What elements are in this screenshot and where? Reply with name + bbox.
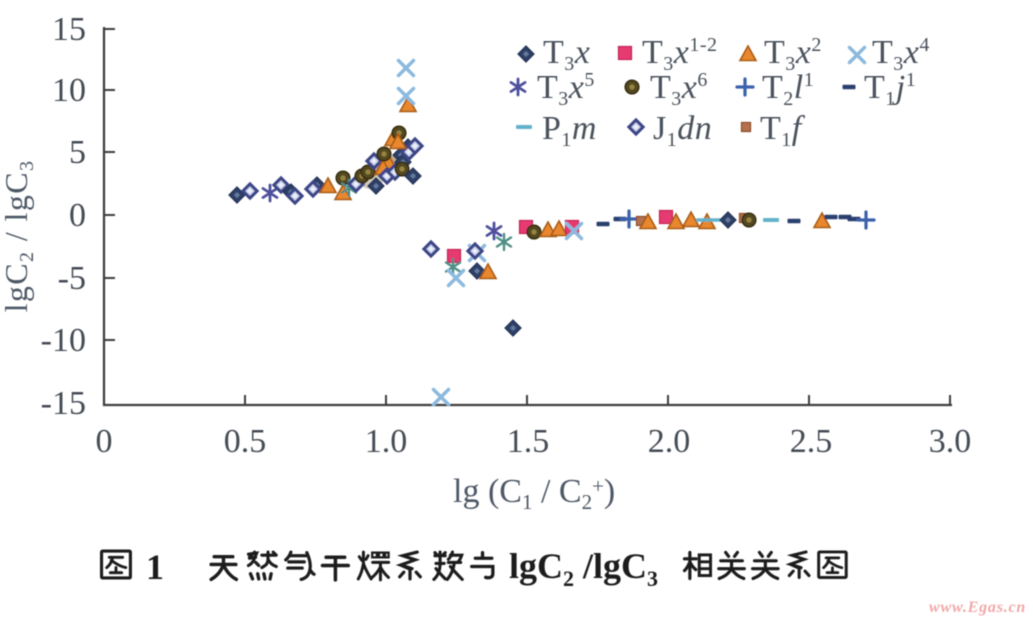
svg-text:lgC2 / lgC3: lgC2 / lgC3 (0, 160, 38, 313)
svg-text:J1dn: J1dn (653, 110, 712, 151)
svg-text:10: 10 (52, 72, 86, 109)
svg-text:1.0: 1.0 (365, 423, 408, 460)
svg-text:www.Egas.cn: www.Egas.cn (929, 599, 1026, 616)
svg-text:-15: -15 (41, 385, 86, 422)
svg-text:P1m: P1m (542, 110, 597, 151)
svg-text:-10: -10 (41, 322, 86, 359)
svg-text:5: 5 (69, 134, 86, 171)
svg-text:lgC2 /lgC3: lgC2 /lgC3 (509, 546, 658, 591)
svg-text:1.5: 1.5 (507, 423, 550, 460)
svg-text:-5: -5 (58, 260, 86, 297)
svg-text:1: 1 (146, 547, 164, 587)
svg-text:2.5: 2.5 (790, 423, 833, 460)
svg-text:0: 0 (96, 423, 113, 460)
svg-text:15: 15 (52, 11, 86, 48)
svg-text:2.0: 2.0 (648, 423, 691, 460)
svg-text:0: 0 (69, 197, 86, 234)
svg-text:0.5: 0.5 (224, 423, 267, 460)
svg-text:lg (C1 / C2+): lg (C1 / C2+) (453, 473, 615, 514)
svg-text:3.0: 3.0 (929, 423, 972, 460)
